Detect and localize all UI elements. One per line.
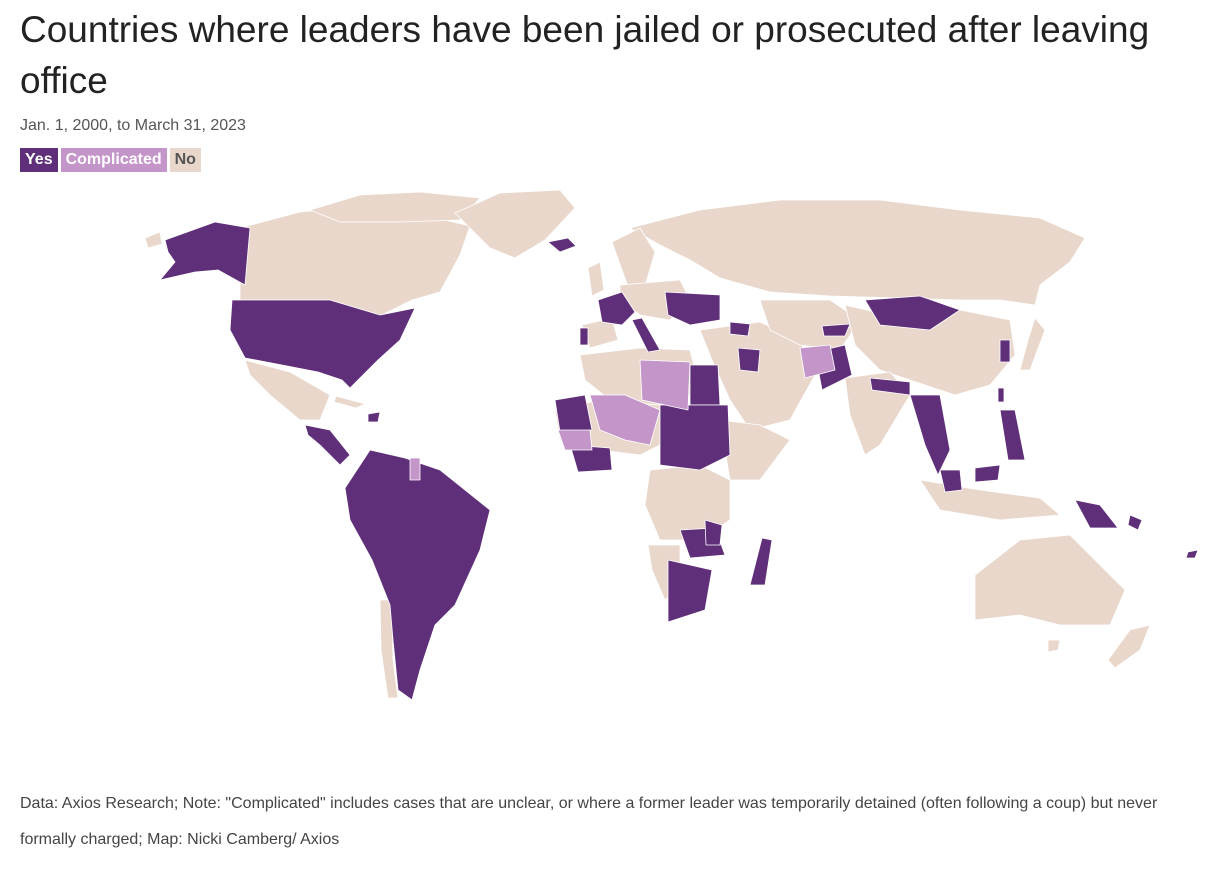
- sudan-chad: [659, 404, 731, 471]
- central-america: [304, 424, 351, 466]
- guinea-sierra-leone: [557, 429, 593, 451]
- legend-item-yes: Yes: [20, 148, 58, 172]
- italy: [631, 317, 661, 353]
- suriname: [409, 457, 421, 481]
- philippines: [999, 409, 1026, 461]
- legend: Yes Complicated No: [20, 148, 201, 172]
- borneo-sabah: [974, 464, 1001, 483]
- afghanistan: [799, 344, 836, 379]
- southern-africa-yes: [667, 559, 713, 623]
- arctic-islands: [309, 191, 481, 223]
- japan: [1019, 317, 1046, 371]
- world-map: [144, 189, 1199, 701]
- chart-subtitle: Jan. 1, 2000, to March 31, 2023: [20, 117, 246, 134]
- cuba: [333, 395, 366, 409]
- mexico-region: [244, 359, 331, 421]
- alaska: [159, 221, 251, 286]
- united-states: [229, 299, 416, 389]
- iraq: [737, 347, 761, 373]
- australia: [974, 534, 1126, 626]
- pacific-islands: [1127, 514, 1143, 531]
- countries-no: [144, 189, 1151, 699]
- fiji: [1185, 549, 1199, 559]
- tasmania: [1047, 639, 1061, 653]
- west-canada-islands: [144, 231, 163, 249]
- mauritania: [554, 394, 593, 433]
- libya: [639, 359, 691, 411]
- russia: [629, 199, 1086, 306]
- papua-new-guinea: [1074, 499, 1119, 529]
- georgia-armenia: [729, 321, 751, 337]
- countries-complicated: [409, 344, 836, 481]
- mali-burkina: [589, 394, 661, 446]
- greenland: [454, 189, 576, 259]
- chart-title: Countries where leaders have been jailed…: [20, 9, 1150, 101]
- countries-yes: [159, 221, 1199, 701]
- portugal: [579, 327, 589, 346]
- indonesia: [919, 479, 1061, 521]
- dominican-republic: [367, 411, 381, 423]
- mongolia: [864, 295, 961, 331]
- taiwan: [997, 387, 1005, 403]
- france: [597, 291, 636, 326]
- horn-africa: [719, 419, 791, 481]
- south-america: [344, 449, 491, 701]
- source-note: Data: Axios Research; Note: "Complicated…: [20, 795, 1158, 848]
- west-africa-coast: [569, 444, 613, 473]
- kyrgyzstan: [821, 323, 851, 337]
- legend-item-no: No: [169, 148, 201, 172]
- malaysia: [939, 469, 963, 493]
- uk: [587, 261, 605, 297]
- madagascar: [749, 537, 773, 586]
- ukraine-romania: [664, 291, 721, 326]
- iceland: [547, 237, 577, 253]
- legend-item-complicated: Complicated: [60, 148, 167, 172]
- myanmar-thailand: [909, 394, 951, 476]
- malawi-mozambique: [704, 519, 723, 546]
- egypt: [689, 364, 721, 406]
- new-zealand: [1107, 624, 1151, 669]
- korea: [999, 339, 1011, 363]
